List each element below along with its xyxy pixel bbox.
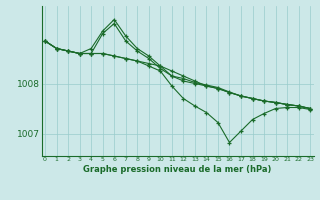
X-axis label: Graphe pression niveau de la mer (hPa): Graphe pression niveau de la mer (hPa) — [84, 165, 272, 174]
